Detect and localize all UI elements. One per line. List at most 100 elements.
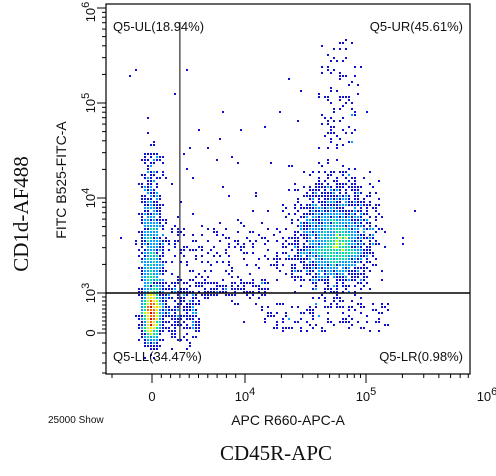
event-dot	[153, 234, 155, 236]
event-dot	[306, 267, 308, 269]
event-dot	[288, 213, 290, 215]
event-dot	[150, 288, 152, 290]
event-dot	[366, 282, 368, 284]
event-dot	[351, 246, 353, 248]
event-dot	[327, 198, 329, 200]
event-dot	[216, 159, 218, 161]
event-dot	[327, 123, 329, 125]
event-dot	[333, 300, 335, 302]
event-dot	[369, 252, 371, 254]
event-dot	[306, 222, 308, 224]
event-dot	[312, 297, 314, 299]
event-count-footnote: 25000 Show	[48, 415, 104, 426]
event-dot	[384, 324, 386, 326]
event-dot	[324, 198, 326, 200]
event-dot	[171, 297, 173, 299]
event-dot	[366, 246, 368, 248]
event-dot	[156, 303, 158, 305]
event-dot	[153, 297, 155, 299]
event-dot	[330, 129, 332, 131]
event-dot	[231, 276, 233, 278]
event-dot	[357, 189, 359, 191]
event-dot	[153, 207, 155, 209]
event-dot	[144, 318, 146, 320]
event-dot	[156, 270, 158, 272]
event-dot	[153, 345, 155, 347]
event-dot	[414, 210, 416, 212]
event-dot	[171, 324, 173, 326]
event-dot	[324, 246, 326, 248]
event-dot	[276, 264, 278, 266]
event-dot	[306, 225, 308, 227]
event-dot	[336, 258, 338, 260]
event-dot	[312, 243, 314, 245]
event-dot	[141, 303, 143, 305]
event-dot	[252, 246, 254, 248]
event-dot	[150, 195, 152, 197]
event-dot	[339, 228, 341, 230]
event-dot	[342, 306, 344, 308]
event-dot	[150, 180, 152, 182]
event-dot	[183, 282, 185, 284]
event-dot	[147, 153, 149, 155]
event-dot	[147, 273, 149, 275]
event-dot	[156, 315, 158, 317]
event-dot	[282, 264, 284, 266]
event-dot	[300, 330, 302, 332]
y-tick-label: 104	[80, 188, 99, 209]
event-dot	[333, 234, 335, 236]
event-dot	[351, 231, 353, 233]
event-dot	[267, 228, 269, 230]
event-dot	[192, 318, 194, 320]
event-dot	[156, 153, 158, 155]
event-dot	[156, 285, 158, 287]
event-dot	[177, 303, 179, 305]
event-dot	[366, 258, 368, 260]
event-dot	[282, 204, 284, 206]
event-dot	[156, 234, 158, 236]
event-dot	[174, 333, 176, 335]
event-dot	[324, 219, 326, 221]
event-dot	[165, 300, 167, 302]
event-dot	[330, 219, 332, 221]
event-dot	[261, 294, 263, 296]
event-dot	[318, 162, 320, 164]
x-axis-ticks	[111, 374, 469, 383]
event-dot	[339, 201, 341, 203]
event-dot	[276, 258, 278, 260]
event-dot	[309, 249, 311, 251]
event-dot	[153, 318, 155, 320]
event-dot	[162, 219, 164, 221]
event-dot	[369, 243, 371, 245]
event-dot	[144, 258, 146, 260]
event-dot	[282, 246, 284, 248]
event-dot	[327, 312, 329, 314]
event-dot	[339, 195, 341, 197]
event-dot	[147, 294, 149, 296]
event-dot	[342, 105, 344, 107]
event-dot	[282, 318, 284, 320]
event-dot	[312, 282, 314, 284]
event-dot	[150, 300, 152, 302]
event-dot	[366, 237, 368, 239]
event-dot	[312, 207, 314, 209]
event-dot	[138, 213, 140, 215]
event-dot	[330, 204, 332, 206]
event-dot	[330, 216, 332, 218]
event-dot	[354, 246, 356, 248]
event-dot	[303, 222, 305, 224]
event-dot	[348, 255, 350, 257]
event-dot	[222, 291, 224, 293]
event-dot	[375, 264, 377, 266]
event-dot	[174, 327, 176, 329]
event-dot	[159, 210, 161, 212]
event-dot	[150, 333, 152, 335]
event-dot	[144, 237, 146, 239]
event-dot	[192, 213, 194, 215]
event-dot	[153, 285, 155, 287]
event-dot	[351, 252, 353, 254]
event-dot	[318, 246, 320, 248]
event-dot	[324, 96, 326, 98]
event-dot	[342, 174, 344, 176]
event-dot	[330, 321, 332, 323]
